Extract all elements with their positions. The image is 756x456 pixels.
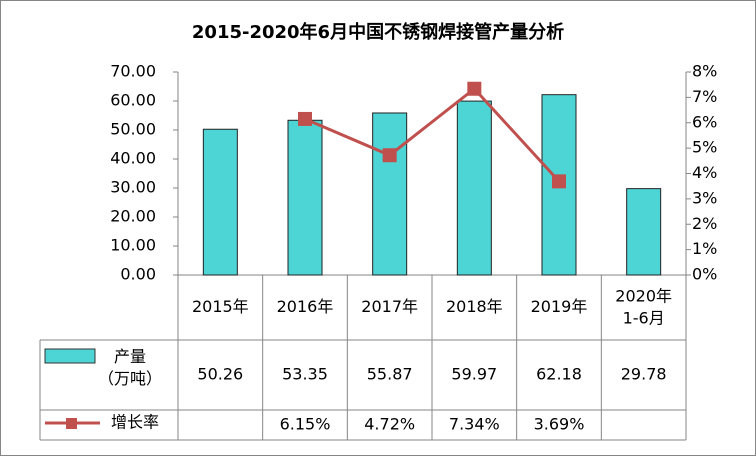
chart-title: 2015-2020年6月中国不锈钢焊接管产量分析 [192,21,564,43]
x-tick-label: 2015年 [192,297,249,316]
bar [202,128,238,276]
line-marker [467,81,482,96]
x-tick-label: 2020年 1-6月 [615,286,672,327]
bar [456,100,492,276]
y-tick-label: 60.00 [110,91,156,110]
line-marker [382,148,397,163]
table-value: 62.18 [536,365,582,384]
table-value: 53.35 [282,365,328,384]
x-tick-label: 2019年 [531,297,588,316]
table-value: 3.69% [534,415,585,434]
legend-marker [66,418,77,429]
y2-tick-label: 0% [692,265,717,284]
y-tick-label: 10.00 [110,236,156,255]
line-marker [298,111,312,126]
table-value: 59.97 [451,365,497,384]
y-tick-label: 0.00 [120,265,156,284]
y2-tick-label: 8% [692,62,717,81]
y2-tick-label: 6% [692,112,717,131]
x-tick-label: 2018年 [446,297,503,316]
y2-tick-label: 7% [692,87,717,106]
bar [626,188,662,276]
y2-tick-label: 3% [692,188,717,207]
legend-label: 产量（万吨） [98,347,162,388]
bar [372,112,408,276]
x-tick-label: 2016年 [277,297,334,316]
legend-label: 增长率 [111,413,159,432]
table-value: 6.15% [280,415,331,434]
y-tick-label: 20.00 [110,207,156,226]
y2-tick-label: 2% [692,214,717,233]
legend-swatch [44,348,96,364]
y2-tick-label: 5% [692,138,717,157]
y-tick-label: 40.00 [110,149,156,168]
bar [287,119,323,276]
table-value: 7.34% [449,415,500,434]
y-tick-label: 50.00 [110,120,156,139]
y-tick-label: 70.00 [110,62,156,81]
line [304,86,561,183]
y2-tick-label: 4% [692,163,717,182]
table-value: 29.78 [621,365,667,384]
line-marker [552,174,566,189]
table-value: 55.87 [367,365,413,384]
x-tick-label: 2017年 [361,297,418,316]
y-tick-label: 30.00 [110,178,156,197]
table-value: 50.26 [197,365,243,384]
y2-tick-label: 1% [692,239,717,258]
table-value: 4.72% [364,415,415,434]
